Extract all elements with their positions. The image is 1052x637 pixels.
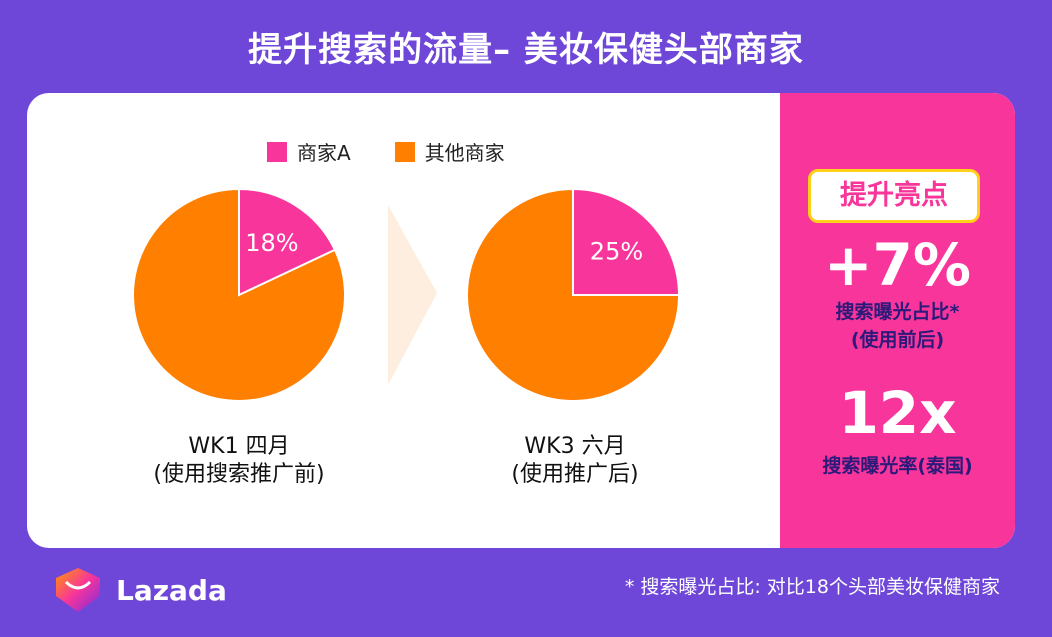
content-card: 商家A 其他商家 18% 25% WK1 四月 (使用搜索推广前) WK3 六月…: [27, 93, 1015, 548]
chart-legend: 商家A 其他商家: [267, 137, 505, 166]
pie-label-wk1-merchant-a: 18%: [245, 229, 298, 257]
pie-slice-wk3-others: [466, 187, 681, 402]
stat-share-increase: +7%: [823, 231, 972, 299]
page-title: 提升搜索的流量– 美妆保健头部商家: [248, 30, 804, 70]
lazada-logo-text: Lazada: [116, 573, 227, 607]
highlight-panel: 提升亮点 +7% 搜索曝光占比* (使用前后) 12x 搜索曝光率(泰国): [780, 93, 1015, 548]
caption-wk1-line1: WK1 四月: [188, 434, 290, 459]
lazada-logo: Lazada: [52, 568, 227, 612]
pie-charts: 18% 25%: [132, 187, 681, 402]
transition-arrow-icon: [388, 205, 437, 385]
highlight-badge: 提升亮点: [808, 169, 980, 223]
stat-exposure-rate: 12x: [838, 379, 957, 447]
pie-chart-wk3: 25%: [466, 187, 681, 402]
legend-swatch-others: [394, 141, 415, 162]
legend-label-others: 其他商家: [424, 141, 505, 165]
caption-wk1: WK1 四月 (使用搜索推广前): [89, 433, 389, 489]
legend-item-others: 其他商家: [394, 137, 505, 166]
pie-slice-wk1-others: [132, 187, 346, 402]
stat-exposure-label: 搜索曝光率(泰国): [822, 455, 973, 477]
legend-item-merchant-a: 商家A: [267, 137, 351, 166]
caption-wk3-line1: WK3 六月: [524, 434, 626, 459]
pie-label-wk3-merchant-a: 25%: [590, 238, 643, 266]
lazada-heart-icon: [56, 568, 100, 612]
legend-swatch-merchant-a: [267, 141, 287, 162]
stat-share-label-line2: (使用前后): [850, 329, 945, 351]
caption-wk3: WK3 六月 (使用推广后): [425, 433, 725, 489]
pie-slice-wk3-merchant-a: [572, 187, 681, 296]
stat-share-label-line1: 搜索曝光占比*: [835, 301, 960, 323]
legend-label-merchant-a: 商家A: [297, 141, 351, 165]
footnote: * 搜索曝光占比: 对比18个头部美妆保健商家: [624, 576, 1000, 598]
caption-wk1-line2: (使用搜索推广前): [153, 462, 325, 487]
pie-slice-wk1-merchant-a: [238, 187, 337, 297]
pie-chart-wk1: 18%: [132, 187, 346, 402]
caption-wk3-line2: (使用推广后): [511, 462, 639, 487]
